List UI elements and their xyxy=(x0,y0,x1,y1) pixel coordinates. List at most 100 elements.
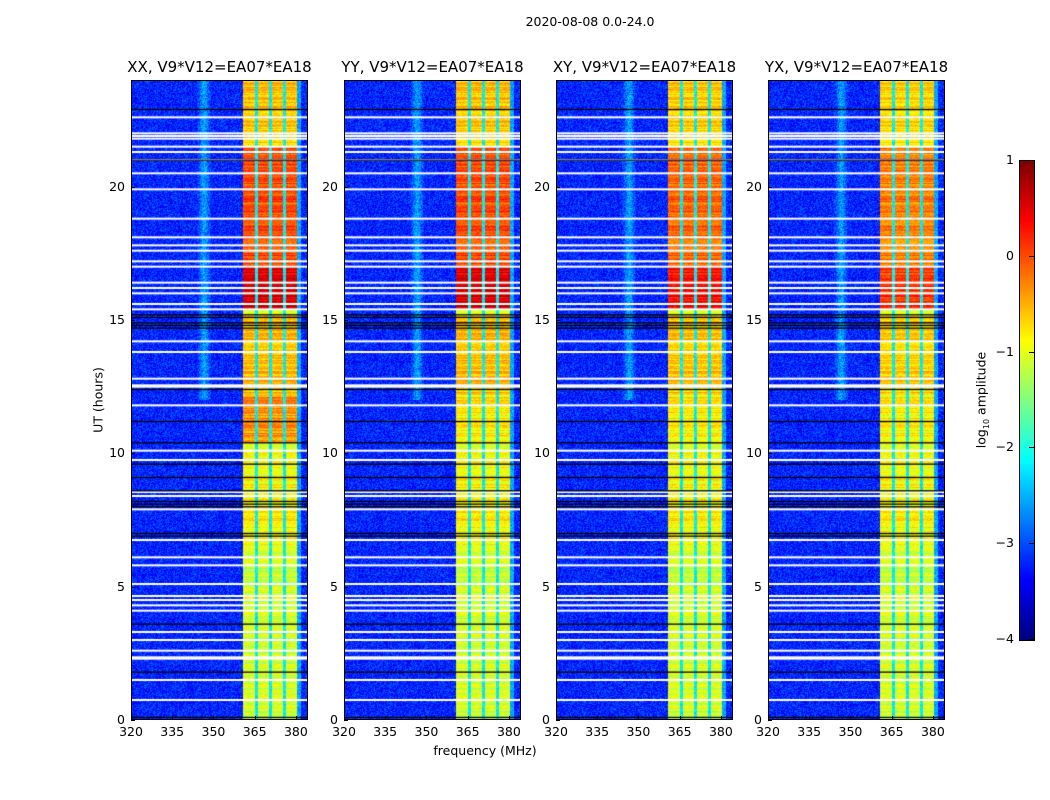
y-tick-mark xyxy=(768,186,772,188)
y-tick-label: 0 xyxy=(754,712,762,727)
y-tick-mark xyxy=(768,320,772,321)
y-tick-mark xyxy=(556,453,560,455)
x-tick-mark xyxy=(295,716,297,720)
x-tick-label: 365 xyxy=(879,724,904,739)
x-tick-mark xyxy=(768,716,769,720)
x-tick-mark xyxy=(131,716,132,720)
x-tick-mark xyxy=(213,716,215,720)
x-tick-mark xyxy=(720,716,722,720)
colorbar-tick-label: 0 xyxy=(1006,247,1014,263)
y-tick-label: 20 xyxy=(746,178,762,194)
x-tick-label: 365 xyxy=(455,724,480,739)
y-tick-mark xyxy=(131,320,135,321)
colorbar-tick-mark xyxy=(1029,255,1034,257)
heatmap-panel-xx: XX, V9*V12=EA07*EA18 xyxy=(127,58,312,720)
x-tick-label: 350 xyxy=(201,724,226,739)
colorbar-tick-mark xyxy=(1029,543,1034,545)
y-tick-mark xyxy=(131,453,135,455)
x-tick-label: 350 xyxy=(838,724,863,739)
figure-title: 2020-08-08 0.0-24.0 xyxy=(525,14,655,29)
x-tick-mark xyxy=(809,716,811,720)
x-tick-mark xyxy=(597,716,599,720)
panel-title: XX, V9*V12=EA07*EA18 xyxy=(127,58,312,76)
heatmap-panel-yy: YY, V9*V12=EA07*EA18 xyxy=(341,58,524,720)
x-tick-label: 320 xyxy=(119,724,143,739)
x-tick-mark xyxy=(467,716,469,720)
y-tick-mark xyxy=(768,720,772,721)
x-tick-mark xyxy=(344,716,345,720)
colorbar-tick-label: −4 xyxy=(995,631,1014,646)
x-tick-label: 335 xyxy=(373,724,398,739)
heatmap-canvas xyxy=(131,80,308,720)
y-tick-label: 10 xyxy=(746,445,762,461)
colorbar-tick-mark xyxy=(1029,639,1034,640)
x-tick-mark xyxy=(385,716,387,720)
y-tick-mark xyxy=(556,720,560,721)
x-tick-label: 335 xyxy=(797,724,822,739)
colorbar-tick-label: −1 xyxy=(995,343,1014,359)
x-tick-mark xyxy=(426,716,428,720)
y-tick-mark xyxy=(131,186,135,188)
y-tick-label: 15 xyxy=(322,312,338,327)
x-tick-label: 365 xyxy=(242,724,267,739)
colorbar-tick-mark xyxy=(1029,447,1034,449)
y-tick-mark xyxy=(131,586,135,588)
y-tick-label: 0 xyxy=(542,712,550,727)
x-tick-mark xyxy=(679,716,681,720)
heatmap-canvas xyxy=(556,80,733,720)
x-tick-label: 350 xyxy=(626,724,651,739)
panel-title: XY, V9*V12=EA07*EA18 xyxy=(552,58,737,76)
x-tick-label: 380 xyxy=(283,724,308,739)
y-tick-label: 5 xyxy=(754,578,762,594)
colorbar-tick-label: −2 xyxy=(995,439,1014,455)
colorbar-tick-mark xyxy=(1029,351,1034,353)
y-tick-mark xyxy=(344,320,348,321)
y-tick-label: 15 xyxy=(746,312,762,327)
y-tick-label: 10 xyxy=(322,445,338,461)
y-tick-label: 15 xyxy=(534,312,550,327)
x-tick-mark xyxy=(932,716,934,720)
x-axis-label: frequency (MHz) xyxy=(433,743,537,758)
y-tick-label: 20 xyxy=(109,178,125,194)
x-tick-label: 380 xyxy=(708,724,733,739)
colorbar-tick-label: −3 xyxy=(995,535,1014,551)
colorbar-label-sub: 10 xyxy=(981,418,991,430)
colorbar-label: log10 amplitude xyxy=(973,352,991,448)
x-tick-label: 365 xyxy=(667,724,692,739)
x-tick-mark xyxy=(891,716,893,720)
panel-title: YY, V9*V12=EA07*EA18 xyxy=(341,58,524,76)
heatmap-panel-yx: YX, V9*V12=EA07*EA18 xyxy=(765,58,948,720)
colorbar-tick-mark xyxy=(1029,160,1034,161)
y-tick-label: 5 xyxy=(542,578,550,594)
y-tick-label: 20 xyxy=(534,178,550,194)
y-tick-mark xyxy=(768,586,772,588)
colorbar-tick-label: 1 xyxy=(1006,152,1014,167)
y-tick-mark xyxy=(556,586,560,588)
y-tick-label: 5 xyxy=(117,578,125,594)
x-tick-mark xyxy=(850,716,852,720)
y-tick-label: 0 xyxy=(330,712,338,727)
x-tick-mark xyxy=(638,716,640,720)
y-tick-mark xyxy=(344,586,348,588)
x-tick-label: 335 xyxy=(585,724,610,739)
y-tick-label: 20 xyxy=(322,178,338,194)
x-tick-label: 380 xyxy=(496,724,521,739)
y-tick-label: 10 xyxy=(534,445,550,461)
x-tick-label: 320 xyxy=(544,724,568,739)
y-tick-label: 0 xyxy=(117,712,125,727)
x-tick-mark xyxy=(556,716,557,720)
y-tick-label: 10 xyxy=(109,445,125,461)
y-tick-mark xyxy=(131,720,135,721)
heatmap-canvas xyxy=(768,80,945,720)
colorbar-gradient xyxy=(1020,161,1034,640)
y-tick-mark xyxy=(344,720,348,721)
heatmap-canvas xyxy=(344,80,521,720)
x-tick-label: 335 xyxy=(160,724,185,739)
y-tick-label: 5 xyxy=(330,578,338,594)
y-tick-mark xyxy=(556,320,560,321)
y-tick-mark xyxy=(556,186,560,188)
x-tick-mark xyxy=(172,716,174,720)
colorbar-label-rest: amplitude xyxy=(973,351,989,419)
x-tick-mark xyxy=(508,716,510,720)
y-tick-mark xyxy=(344,186,348,188)
